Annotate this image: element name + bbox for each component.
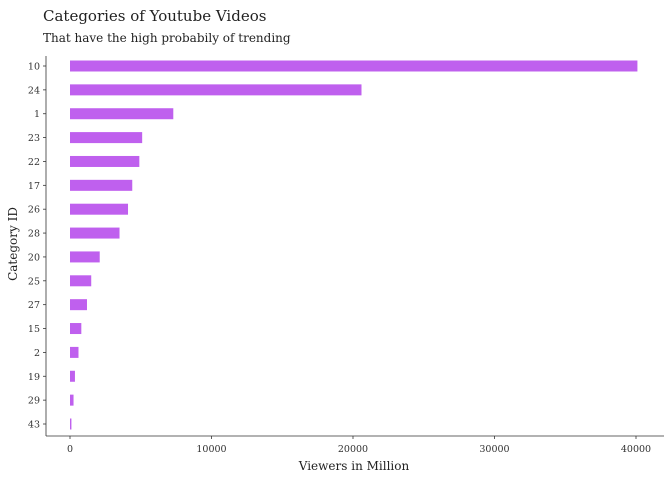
- bar-category-1: [70, 108, 174, 120]
- y-tick-label-24: 24: [28, 85, 40, 96]
- y-tick-label-29: 29: [28, 396, 40, 407]
- bar-category-29: [70, 394, 74, 406]
- bar-category-2: [70, 346, 79, 358]
- bar-category-15: [70, 323, 82, 335]
- bar-category-43: [70, 418, 72, 430]
- x-axis: 0 10000 20000 30000 40000: [46, 435, 664, 455]
- bar-category-10: [70, 60, 638, 72]
- x-tick-label: 20000: [338, 444, 368, 455]
- y-tick-label-1: 1: [34, 109, 40, 120]
- bar-category-17: [70, 179, 133, 191]
- y-tick-label-25: 25: [28, 276, 40, 287]
- x-tick-label: 40000: [621, 444, 651, 455]
- y-tick-label-26: 26: [28, 205, 40, 216]
- bar-category-23: [70, 132, 143, 144]
- bar-category-26: [70, 203, 129, 215]
- bar-category-24: [70, 84, 362, 96]
- y-tick-label-15: 15: [28, 324, 40, 335]
- y-tick-label-2: 2: [34, 348, 40, 359]
- chart-subtitle: That have the high probabily of trending: [43, 31, 291, 45]
- y-tick-label-28: 28: [28, 229, 40, 240]
- x-tick-label: 0: [67, 444, 73, 455]
- y-tick-label-22: 22: [28, 157, 40, 168]
- y-axis-title: Category ID: [6, 207, 20, 281]
- y-axis: 10 24 1 23 22 17 26 28 20 25 27 15 2 19 29 43: [28, 56, 47, 436]
- y-tick-label-43: 43: [28, 420, 40, 431]
- bar-category-19: [70, 370, 75, 382]
- y-tick-label-27: 27: [28, 300, 40, 311]
- y-tick-label-10: 10: [28, 62, 40, 73]
- bar-category-28: [70, 227, 120, 239]
- bar-category-25: [70, 275, 92, 287]
- bar-category-22: [70, 155, 140, 167]
- chart-title: Categories of Youtube Videos: [43, 7, 266, 25]
- y-tick-label-17: 17: [28, 181, 40, 192]
- y-tick-label-23: 23: [28, 133, 40, 144]
- y-tick-label-19: 19: [28, 372, 40, 383]
- y-tick-label-20: 20: [28, 252, 40, 263]
- x-axis-title: Viewers in Million: [298, 459, 410, 473]
- bar-category-27: [70, 299, 87, 311]
- x-tick-label: 10000: [196, 444, 226, 455]
- bar-category-20: [70, 251, 100, 263]
- bars-group: [70, 60, 638, 430]
- x-tick-label: 30000: [479, 444, 509, 455]
